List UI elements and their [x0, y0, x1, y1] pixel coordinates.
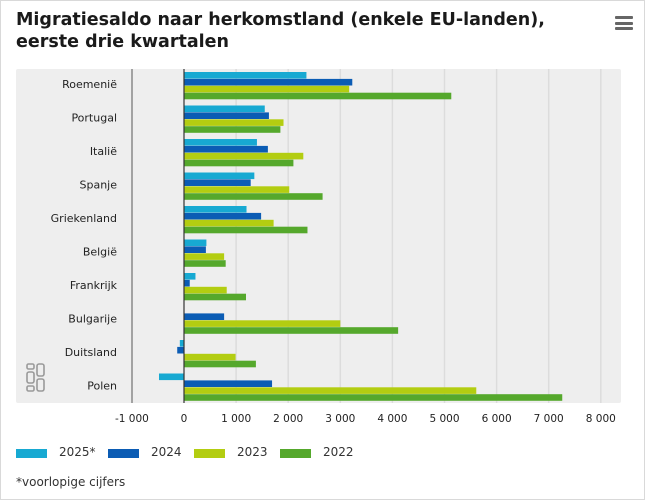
- category-label: Griekenland: [51, 212, 117, 225]
- bar-2023-belgië: [184, 253, 225, 260]
- legend-label-2022: 2022: [323, 445, 354, 459]
- bar-2025-duitsland: [179, 340, 184, 347]
- x-tick-label: -1 000: [115, 413, 149, 425]
- chart-legend: 2025* 2024 2023 2022: [16, 445, 636, 463]
- bar-2022-roemenië: [184, 92, 452, 100]
- legend-swatch-2022: [280, 449, 311, 458]
- bar-2025-griekenland: [184, 206, 247, 213]
- bar-chart: Roemenië Portugal Italië Spanje Griekenland B…: [16, 69, 621, 425]
- bar-2025-roemenië: [184, 72, 307, 79]
- bar-2024-spanje: [184, 179, 251, 186]
- bar-2024-polen: [184, 380, 273, 387]
- bar-2022-bulgarije: [184, 327, 399, 334]
- bar-2023-frankrijk: [184, 286, 227, 294]
- bar-2024-frankrijk: [184, 279, 190, 287]
- bar-2023-roemenië: [184, 85, 350, 93]
- x-tick-label: 1 000: [221, 413, 251, 425]
- bar-2022-duitsland: [184, 360, 256, 368]
- legend-swatch-2024: [108, 449, 139, 458]
- x-tick-label: 2 000: [273, 413, 303, 425]
- legend-swatch-2025: [16, 449, 47, 458]
- footnote: *voorlopige cijfers: [16, 475, 126, 489]
- x-tick-label: 8 000: [586, 413, 616, 425]
- x-tick-label: 6 000: [482, 413, 512, 425]
- x-tick-label: 4 000: [377, 413, 407, 425]
- bar-2024-roemenië: [184, 78, 353, 86]
- legend-label-2025: 2025*: [59, 445, 96, 459]
- bar-2022-frankrijk: [184, 293, 246, 301]
- legend-swatch-2023: [194, 449, 225, 458]
- category-label: België: [83, 246, 117, 259]
- bar-2023-spanje: [184, 186, 290, 193]
- bar-2023-bulgarije: [184, 320, 341, 327]
- category-label: Roemenië: [62, 78, 117, 91]
- x-tick-label: 0: [181, 413, 188, 425]
- bar-2025-polen: [158, 373, 184, 381]
- x-tick-label: 7 000: [534, 413, 564, 425]
- bar-2023-griekenland: [184, 219, 274, 227]
- bar-2024-belgië: [184, 246, 206, 253]
- bar-2022-griekenland: [184, 226, 308, 234]
- x-tick-label: 3 000: [325, 413, 355, 425]
- category-label: Frankrijk: [70, 279, 118, 292]
- bar-2025-spanje: [184, 172, 255, 180]
- legend-label-2024: 2024: [151, 445, 182, 459]
- category-label: Spanje: [79, 179, 117, 192]
- x-tick-label: 5 000: [429, 413, 459, 425]
- plot-background: [16, 69, 621, 403]
- bar-2022-belgië: [184, 260, 226, 267]
- chart-title: Migratiesaldo naar herkomstland (enkele …: [16, 10, 545, 52]
- bar-2025-italië: [184, 139, 257, 146]
- bar-2025-belgië: [184, 239, 207, 247]
- bar-2024-italië: [184, 145, 268, 153]
- bar-2024-portugal: [184, 112, 269, 119]
- bar-2024-duitsland: [177, 346, 184, 354]
- bar-2023-duitsland: [184, 353, 236, 361]
- bar-2023-polen: [184, 387, 477, 394]
- bar-2025-frankrijk: [184, 273, 196, 280]
- bar-2023-portugal: [184, 119, 284, 126]
- bar-2022-polen: [184, 394, 563, 401]
- cbs-logo-icon: [26, 363, 46, 397]
- bar-2022-portugal: [184, 126, 281, 133]
- bar-2024-bulgarije: [184, 313, 225, 320]
- category-label: Portugal: [71, 112, 117, 125]
- hamburger-menu-icon[interactable]: [615, 16, 633, 30]
- bar-2022-spanje: [184, 193, 323, 200]
- category-label: Italië: [90, 145, 117, 158]
- bar-2025-portugal: [184, 105, 265, 113]
- category-label: Polen: [87, 380, 117, 393]
- bar-2022-italië: [184, 159, 294, 167]
- legend-label-2023: 2023: [237, 445, 268, 459]
- bar-2024-griekenland: [184, 212, 262, 220]
- bar-2023-italië: [184, 152, 304, 160]
- category-label: Bulgarije: [68, 313, 117, 326]
- category-label: Duitsland: [65, 346, 117, 359]
